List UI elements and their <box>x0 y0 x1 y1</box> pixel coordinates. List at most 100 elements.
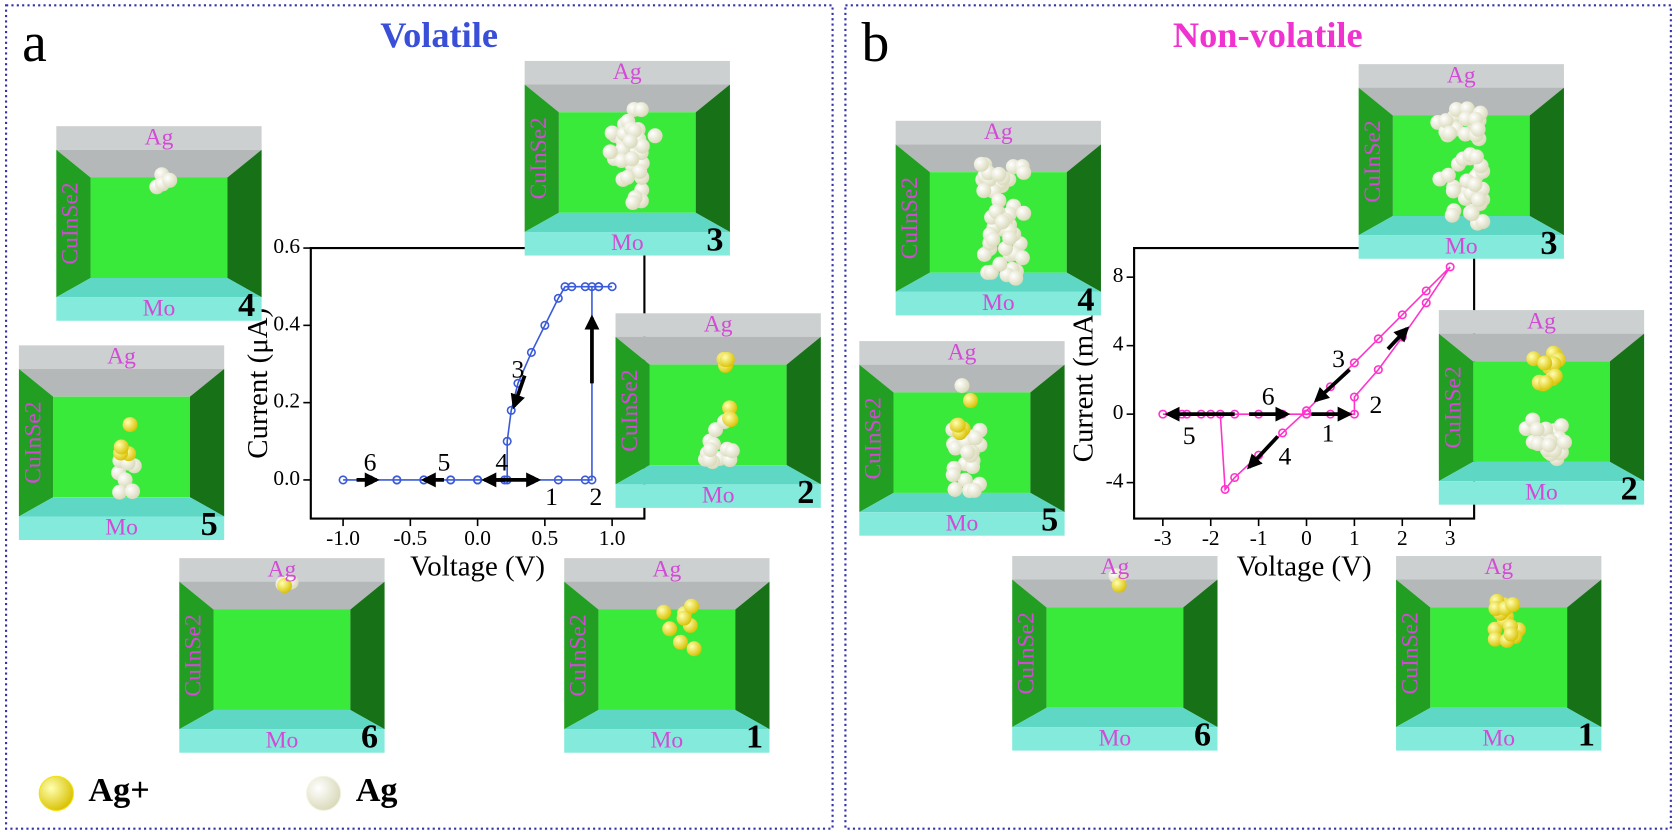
atom <box>1553 418 1569 434</box>
left-wall <box>18 368 54 517</box>
atom <box>719 351 735 367</box>
electrode-label: Ag <box>948 339 977 365</box>
electrode-label: Ag <box>652 556 681 582</box>
atom <box>1111 577 1127 593</box>
electrode-label: Ag <box>1527 308 1556 334</box>
mo-face <box>524 212 730 233</box>
y-tick-label: 8 <box>1113 263 1124 287</box>
step-number: 3 <box>706 222 723 259</box>
atom <box>1537 355 1553 371</box>
atom <box>1438 113 1454 129</box>
ag-face <box>179 581 385 610</box>
data-point <box>338 475 348 485</box>
y-tick-label: 0.6 <box>273 234 300 258</box>
atom <box>722 400 738 416</box>
ag-face <box>56 149 262 178</box>
y-tick-label: 0 <box>1113 400 1124 424</box>
panel-letter: b <box>861 12 889 74</box>
data-point <box>1349 392 1359 402</box>
electrode-label: Ag <box>145 124 174 150</box>
atom <box>117 472 133 488</box>
data-point <box>1373 365 1383 375</box>
ag-layer <box>1396 556 1602 580</box>
electrode-label: Ag <box>1447 62 1476 88</box>
atom <box>954 378 970 394</box>
y-tick-label: 0.4 <box>273 311 300 335</box>
panel-letter: a <box>22 12 47 74</box>
atom <box>966 482 982 498</box>
ag-layer <box>56 126 262 150</box>
ag-layer <box>179 558 385 582</box>
data-point <box>1397 310 1407 320</box>
layer-label: CuInSe2 <box>1014 612 1040 694</box>
x-tick-label: 0 <box>1301 526 1312 550</box>
ag-layer <box>564 558 770 582</box>
electrode-label: Mo <box>1099 725 1132 751</box>
electrode-label: Ag <box>268 556 297 582</box>
atom <box>277 578 292 594</box>
atom <box>1467 177 1483 192</box>
data-point <box>1301 406 1312 416</box>
device-cell: Ag CuInSe2 Mo 4 <box>895 119 1101 318</box>
x-tick-label: 2 <box>1397 526 1408 550</box>
data-point <box>526 347 536 357</box>
atom <box>1503 626 1519 642</box>
layer-label: CuInSe2 <box>526 117 552 199</box>
y-axis-label: Current (μA) <box>242 308 274 459</box>
x-tick-label: -1.0 <box>326 526 360 550</box>
x-axis-label: Voltage (V) <box>1237 550 1372 582</box>
x-tick-label: 1 <box>1349 526 1360 550</box>
legend-swatch <box>38 775 74 812</box>
panel-border <box>4 4 834 830</box>
arrow <box>1386 326 1410 351</box>
panel-border <box>844 4 1672 830</box>
mo-layer <box>1438 481 1645 505</box>
x-tick-label: 1.0 <box>599 526 626 550</box>
atom <box>619 169 635 185</box>
atom <box>1016 205 1032 221</box>
ag-face <box>524 84 730 113</box>
mo-face <box>179 709 385 730</box>
atom <box>1440 167 1456 183</box>
atom <box>991 166 1007 182</box>
layer-label: CuInSe2 <box>897 177 923 259</box>
left-wall <box>1396 579 1431 728</box>
step-number: 1 <box>1578 717 1595 754</box>
annotation: 3 <box>512 355 525 384</box>
mo-layer <box>895 291 1101 316</box>
atom <box>673 634 688 650</box>
atom <box>1444 207 1460 223</box>
atom <box>622 133 638 149</box>
atom <box>124 484 140 500</box>
x-tick-label: -0.5 <box>393 526 427 550</box>
annotation: 5 <box>1183 421 1196 450</box>
layer-label: CuInSe2 <box>1397 612 1423 694</box>
left-wall <box>56 149 91 298</box>
atom <box>1529 421 1545 437</box>
data-point <box>1421 298 1431 308</box>
mo-layer <box>524 232 730 256</box>
atom <box>113 439 129 455</box>
atom <box>967 430 983 446</box>
atom <box>162 172 178 188</box>
arrow <box>510 374 527 410</box>
y-tick-label: -4 <box>1106 469 1124 493</box>
atom <box>985 232 1001 248</box>
x-axis-label: Voltage (V) <box>410 550 545 582</box>
step-number: 6 <box>361 719 378 756</box>
left-wall <box>615 336 650 485</box>
layer-label: CuInSe2 <box>1360 120 1386 202</box>
atom <box>656 604 672 620</box>
mo-face <box>615 465 821 485</box>
data-point <box>1220 484 1230 495</box>
ag-layer <box>1358 64 1564 88</box>
annotation: 4 <box>495 447 508 476</box>
electrode-label: Mo <box>611 230 644 256</box>
panel-title: Non-volatile <box>1173 15 1363 55</box>
atom <box>1008 270 1024 286</box>
device-cell: Ag CuInSe2 Mo 4 <box>56 124 262 324</box>
layer-label: CuInSe2 <box>58 182 84 264</box>
atom <box>1002 230 1018 246</box>
right-wall <box>1567 579 1602 728</box>
